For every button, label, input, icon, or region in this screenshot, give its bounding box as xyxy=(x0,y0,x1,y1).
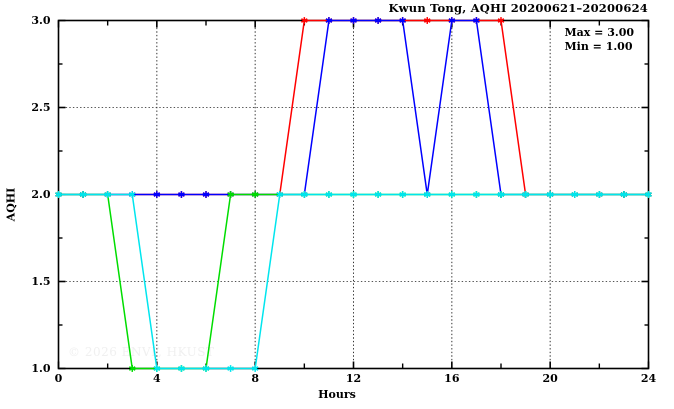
min-annotation: Min = 1.00 xyxy=(564,40,633,53)
x-tick-label: 16 xyxy=(444,372,460,385)
y-tick-label: 3.0 xyxy=(31,13,51,27)
data-point-day1 xyxy=(301,17,308,24)
data-point-day3 xyxy=(227,191,234,198)
data-point-day2 xyxy=(473,17,480,24)
data-point-day4 xyxy=(301,191,308,198)
y-tick-label: 1.5 xyxy=(31,274,51,288)
data-point-day4 xyxy=(276,191,284,198)
x-tick-label: 0 xyxy=(54,372,63,385)
data-point-day4 xyxy=(104,191,111,198)
x-tick-label: 12 xyxy=(345,372,362,385)
data-point-day4 xyxy=(473,191,480,198)
data-point-day4 xyxy=(571,191,579,198)
max-annotation: Max = 3.00 xyxy=(564,26,634,39)
data-point-day4 xyxy=(620,191,628,198)
data-point-day2 xyxy=(374,17,382,24)
data-point-day4 xyxy=(79,191,87,198)
data-point-day2 xyxy=(325,17,333,24)
y-tick-label: 1.0 xyxy=(31,361,51,375)
data-point-day4 xyxy=(202,365,210,372)
x-tick-label: 4 xyxy=(153,372,161,385)
x-tick-label: 24 xyxy=(640,372,657,385)
x-tick-label: 20 xyxy=(542,372,558,385)
data-point-day4 xyxy=(497,191,505,198)
data-point-day4 xyxy=(374,191,382,198)
y-tick-label: 2.5 xyxy=(31,100,51,114)
data-point-day2 xyxy=(448,17,456,24)
data-point-day3 xyxy=(251,191,259,198)
watermark: © 2026 ENVF, HKUST xyxy=(68,345,215,359)
data-point-day2 xyxy=(399,17,406,24)
data-point-day4 xyxy=(546,191,554,198)
data-point-day4 xyxy=(423,191,431,198)
data-point-day4 xyxy=(350,191,357,198)
data-point-day4 xyxy=(55,191,62,198)
data-point-day4 xyxy=(251,365,259,372)
data-point-day1 xyxy=(423,17,431,24)
data-point-day3 xyxy=(128,365,136,372)
data-point-day4 xyxy=(448,191,456,198)
data-point-day2 xyxy=(178,191,185,198)
x-tick-label: 8 xyxy=(251,372,259,385)
data-point-day4 xyxy=(178,365,185,372)
data-point-day4 xyxy=(153,365,161,372)
data-point-day1 xyxy=(497,17,505,24)
data-point-day4 xyxy=(128,191,136,198)
data-point-day2 xyxy=(350,17,357,24)
y-tick-label: 2.0 xyxy=(31,187,51,201)
x-axis-label: Hours xyxy=(318,388,356,401)
stats-annotation: Max = 3.00 Min = 1.00 xyxy=(564,26,634,54)
chart-title: Kwun Tong, AQHI 20200621–20200624 xyxy=(388,1,648,15)
data-point-day4 xyxy=(399,191,406,198)
data-point-day4 xyxy=(596,191,603,198)
data-point-day2 xyxy=(153,191,161,198)
data-point-day4 xyxy=(325,191,333,198)
data-point-day4 xyxy=(227,365,234,372)
data-point-day2 xyxy=(202,191,210,198)
data-point-day4 xyxy=(522,191,529,198)
data-point-day4 xyxy=(645,191,652,198)
